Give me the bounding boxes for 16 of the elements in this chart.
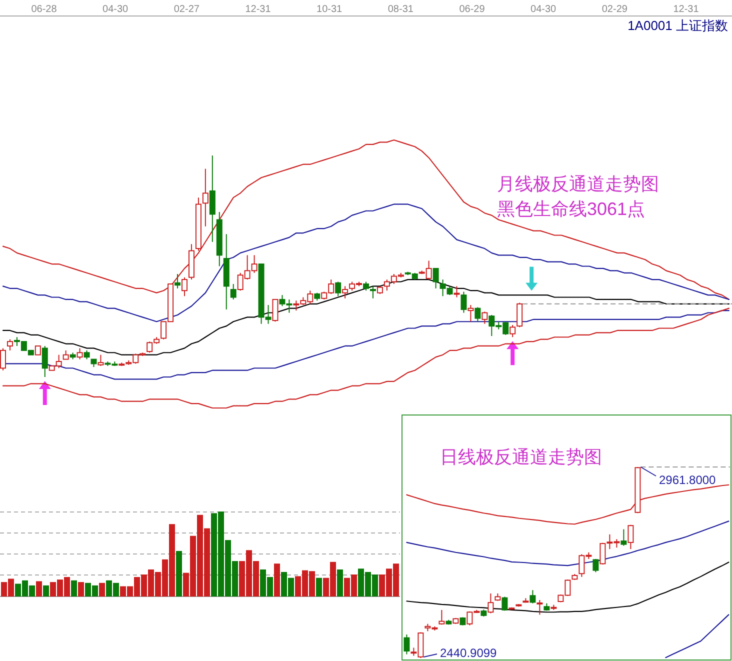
annotation: 2961.8000 — [659, 473, 716, 487]
text: 06-29 — [459, 4, 486, 15]
annotation: 黑色生命线3061点 — [497, 199, 646, 219]
chart-title: 1A0001 上证指数 — [628, 18, 728, 33]
text: 12-31 — [245, 4, 272, 15]
annotation: 2440.9099 — [440, 646, 498, 660]
text: 08-31 — [388, 4, 414, 15]
text: 02-29 — [602, 4, 628, 15]
text: 04-30 — [102, 4, 129, 15]
text: 12-31 — [673, 4, 700, 15]
text: 02-27 — [174, 4, 200, 15]
text: 10-31 — [316, 4, 343, 15]
text: 04-30 — [530, 4, 557, 15]
chart-title: 日线极反通道走势图 — [440, 447, 602, 467]
text: 06-28 — [31, 4, 58, 15]
annotation: 月线极反通道走势图 — [497, 174, 659, 194]
